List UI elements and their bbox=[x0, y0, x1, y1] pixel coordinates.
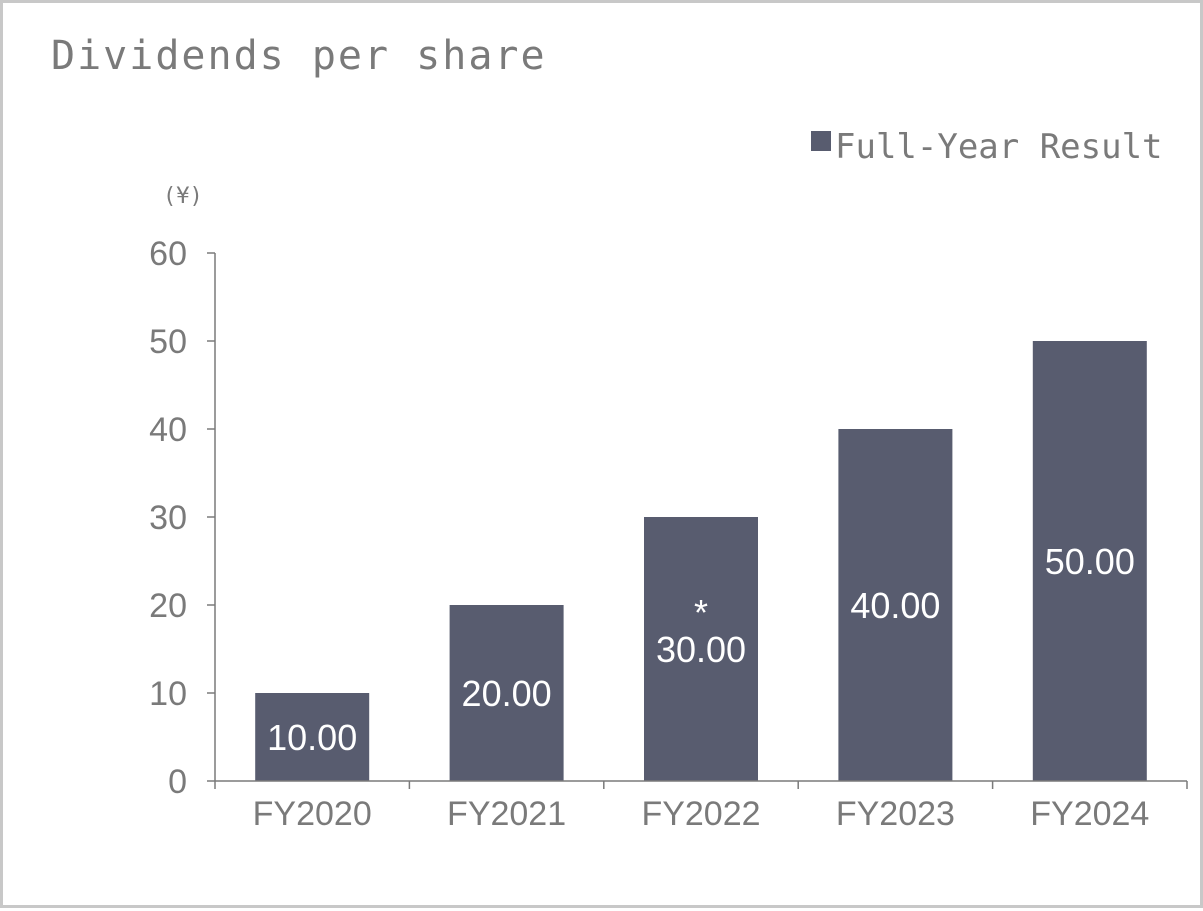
axis-layer: 0 10 20 30 40 50 60 FY2020 FY2021 FY2022 FY2023 FY2… bbox=[149, 235, 1188, 833]
x-tick-label: FY2024 bbox=[1030, 795, 1149, 833]
bar-fy2024 bbox=[1032, 341, 1147, 781]
x-tick-label: FY2023 bbox=[836, 795, 955, 833]
bar-fy2021 bbox=[449, 605, 564, 781]
legend-label: Full-Year Result bbox=[835, 127, 1163, 167]
data-label: 10.00 bbox=[267, 717, 357, 758]
data-label: 40.00 bbox=[850, 585, 940, 626]
chart-title: Dividends per share bbox=[51, 33, 547, 79]
y-tick-label: 50 bbox=[149, 323, 187, 361]
y-tick-label: 10 bbox=[149, 675, 187, 713]
data-label: 30.00 bbox=[656, 629, 746, 670]
y-axis-unit-label: (¥) bbox=[163, 184, 203, 209]
x-tick-label: FY2022 bbox=[641, 795, 760, 833]
y-tick-label: 30 bbox=[149, 499, 187, 537]
y-tick-label: 40 bbox=[149, 411, 187, 449]
y-tick-label: 60 bbox=[149, 235, 187, 273]
data-label: 50.00 bbox=[1045, 541, 1135, 582]
legend-swatch bbox=[811, 131, 831, 151]
x-tick-label: FY2021 bbox=[447, 795, 566, 833]
annotation-asterisk: * bbox=[694, 592, 708, 633]
bar-fy2020 bbox=[255, 693, 370, 781]
x-tick-label: FY2020 bbox=[253, 795, 372, 833]
dividends-bar-chart: Dividends per share Full-Year Result (¥)… bbox=[51, 33, 1188, 833]
data-label: 20.00 bbox=[462, 673, 552, 714]
bar-fy2022 bbox=[644, 517, 758, 781]
y-tick-label: 20 bbox=[149, 587, 187, 625]
bar-fy2023 bbox=[838, 429, 953, 781]
y-tick-label: 0 bbox=[168, 763, 187, 801]
bars-layer: 10.00 20.00 30.00 40.00 50.00 * bbox=[255, 341, 1147, 781]
